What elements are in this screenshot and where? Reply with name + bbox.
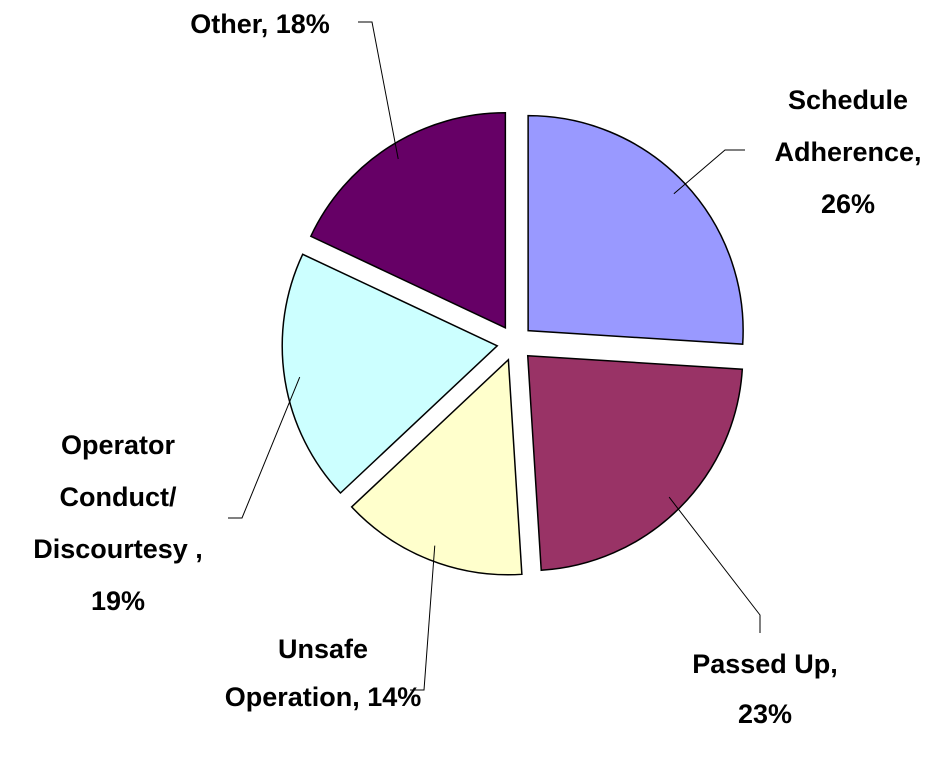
data-label: Other, 18% (190, 9, 330, 39)
data-label: Passed Up, 23% (692, 649, 838, 729)
pie-slice (350, 358, 523, 576)
pie-slice (527, 114, 744, 345)
leader-line (228, 376, 301, 519)
pie-slice (309, 112, 507, 329)
data-label: Unsafe Operation, 14% (224, 634, 422, 712)
data-label: Operator Conduct/ Discourtesy , 19% (33, 430, 203, 616)
leader-line (668, 496, 761, 633)
leader-line (410, 545, 436, 691)
data-label: Schedule Adherence, 26% (774, 85, 922, 219)
pie-slice (281, 253, 499, 495)
pie-slice (526, 354, 744, 572)
leader-line (358, 21, 399, 160)
leader-line (673, 149, 745, 195)
